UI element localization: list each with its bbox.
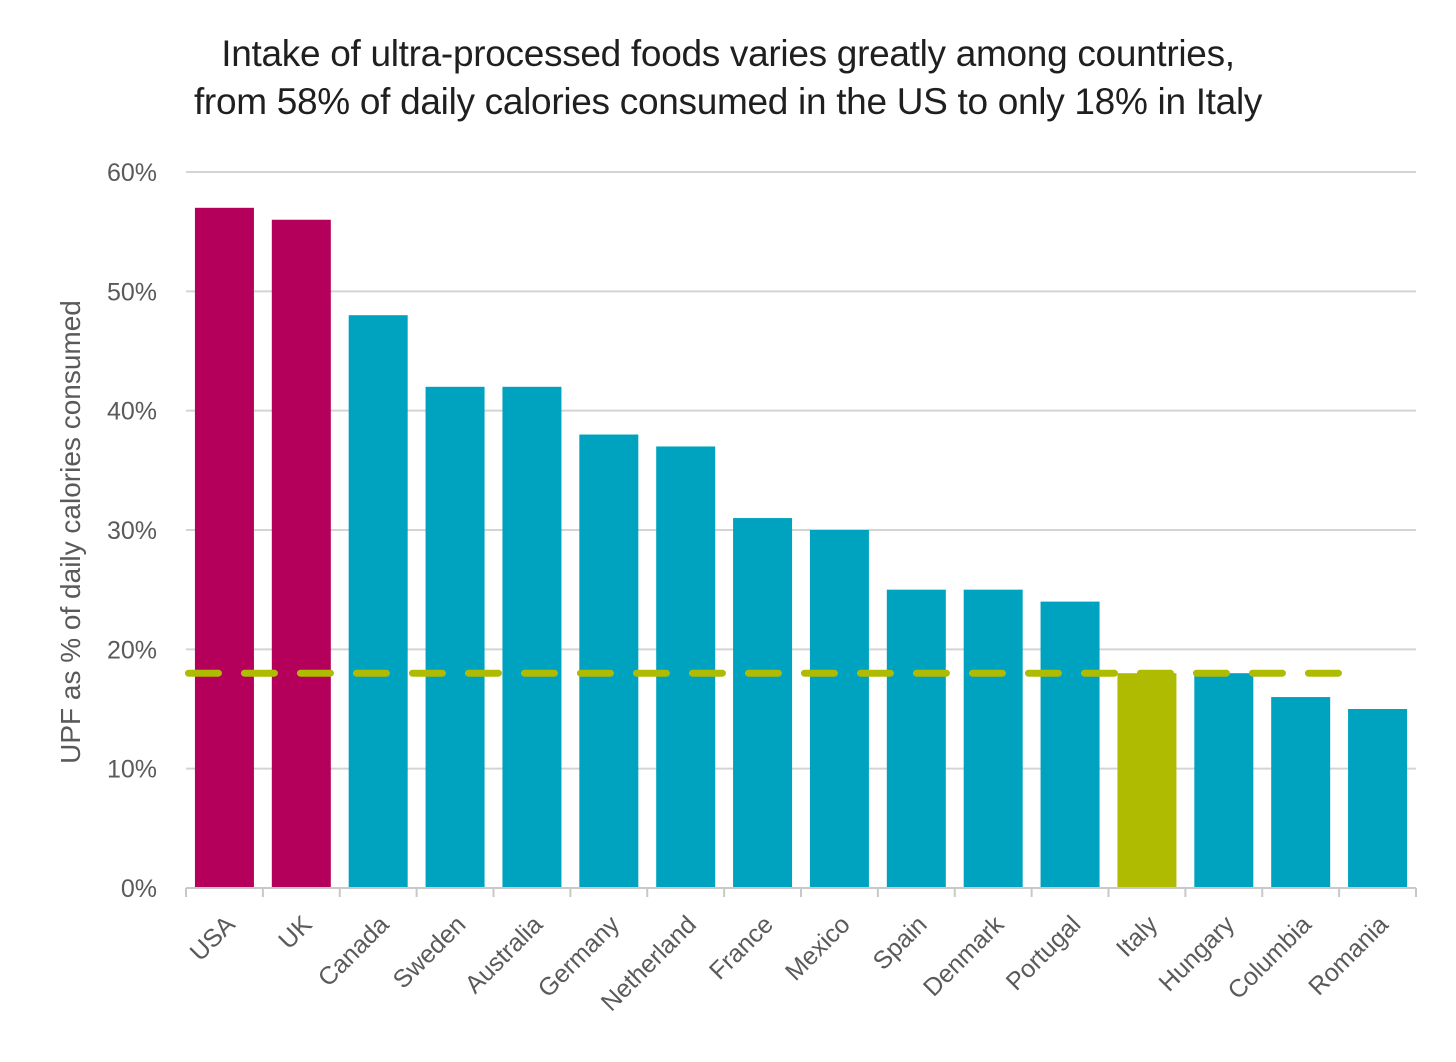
x-tick-label: Romania [1303,910,1394,1001]
x-tick-label: Columbia [1222,910,1317,1005]
x-tick-label: USA [185,910,241,966]
bar-canada [348,315,408,888]
bar-sweden [425,386,485,888]
bar-australia [502,386,562,888]
x-tick-label: Spain [868,910,933,975]
x-tick-label: Canada [313,910,395,992]
x-tick-label: UK [273,910,318,955]
y-tick-label: 30% [107,517,157,545]
y-axis-title: UPF as % of daily calories consumed [55,300,86,764]
y-tick-label: 60% [107,159,157,187]
bar-mexico [809,530,869,888]
bar-spain [886,589,946,888]
bar-columbia [1271,697,1331,888]
y-tick-labels: 0% 10% 20% 30% 40% 50% 60% [107,159,157,903]
bars [194,207,1408,889]
y-tick-label: 20% [107,636,157,664]
y-tick-label: 40% [107,398,157,426]
y-tick-label: 0% [121,875,157,903]
bar-uk [271,219,331,888]
x-tick-label: Denmark [918,910,1010,1002]
chart-title-line-1: Intake of ultra-processed foods varies g… [221,33,1235,74]
x-tick-label: Sweden [388,910,472,994]
bar-usa [194,207,254,889]
x-tick-label: France [704,910,779,985]
bar-hungary [1194,673,1254,888]
bar-france [733,518,793,888]
x-tick-label: Mexico [780,910,856,986]
y-tick-label: 50% [107,278,157,306]
bar-germany [579,434,639,888]
x-tick-labels: USA UKCanadaSwedenAustraliaGermanyNetherl… [185,910,1394,1017]
bar-denmark [963,589,1023,888]
bar-netherland [656,446,716,888]
y-tick-label: 10% [107,756,157,784]
bar-romania [1348,709,1408,888]
x-tick-label: Portugal [1001,910,1087,996]
bar-portugal [1040,601,1100,888]
x-tick-label: Italy [1111,910,1164,963]
chart-title-line-2: from 58% of daily calories consumed in t… [193,81,1263,122]
bar-italy [1117,673,1177,888]
chart-title: Intake of ultra-processed foods varies g… [0,30,1456,126]
x-axis [185,887,1417,897]
